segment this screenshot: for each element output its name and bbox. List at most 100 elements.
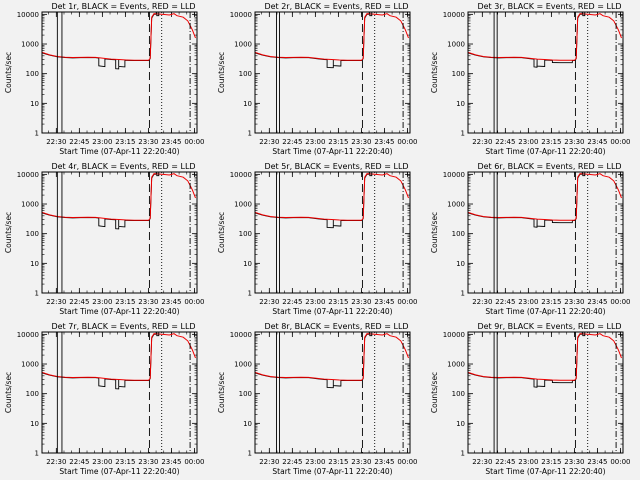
x-tick-label: 22:45 (69, 298, 89, 306)
marker-bar (156, 172, 160, 177)
x-tick-label: 23:00 (305, 298, 325, 306)
plot-frame (467, 11, 624, 134)
series-lld (42, 333, 196, 381)
panel-9: Det 9r, BLACK = Events, RED = LLD 1 10 100 1… (430, 322, 631, 476)
x-tick-label: 22:30 (46, 298, 66, 306)
y-axis-label: Counts/sec (217, 52, 226, 93)
x-tick-label: 22:45 (495, 458, 515, 466)
series-lld (42, 173, 196, 221)
plot-frame (41, 11, 198, 134)
y-tick-label: 10 (456, 260, 465, 268)
x-tick-label: 22:30 (46, 138, 66, 146)
x-axis-label: Start Time (07-Apr-11 22:20:40) (485, 307, 605, 316)
series-events (468, 173, 582, 228)
plot-frame (467, 331, 624, 454)
y-tick-label: 1000 (447, 41, 465, 49)
plot-area (468, 12, 622, 133)
x-tick-label: 23:30 (351, 138, 371, 146)
x-axis-label: Start Time (07-Apr-11 22:20:40) (59, 307, 179, 316)
x-tick-label: 00:00 (184, 298, 204, 306)
x-tick-label: 22:45 (495, 298, 515, 306)
y-tick-label: 10 (30, 420, 39, 428)
x-tick-label: 23:30 (138, 458, 158, 466)
marker-bar (369, 172, 373, 177)
x-tick-label: 23:30 (351, 298, 371, 306)
y-tick-label: 10000 (17, 331, 39, 339)
series-lld (255, 173, 409, 221)
x-tick-label: 23:30 (138, 138, 158, 146)
y-tick-label: 10000 (230, 11, 252, 19)
x-tick-label: 23:15 (115, 458, 135, 466)
plot-area (255, 332, 409, 453)
x-tick-label: 23:15 (541, 298, 561, 306)
y-tick-label: 1000 (447, 361, 465, 369)
series-lld (255, 333, 409, 381)
series-lld (255, 13, 409, 61)
x-tick-label: 23:45 (374, 138, 394, 146)
y-axis-label: Counts/sec (217, 372, 226, 413)
series-events (255, 13, 369, 69)
x-tick-label: 23:15 (541, 458, 561, 466)
y-tick-label: 10000 (443, 171, 465, 179)
marker-bar (582, 12, 586, 17)
y-tick-label: 1 (35, 130, 39, 138)
x-tick-label: 23:15 (328, 138, 348, 146)
x-tick-label: 23:00 (92, 298, 112, 306)
x-axis-label: Start Time (07-Apr-11 22:20:40) (272, 147, 392, 156)
y-tick-label: 1 (461, 130, 465, 138)
x-tick-label: 23:00 (305, 138, 325, 146)
y-tick-label: 10 (243, 100, 252, 108)
series-lld (42, 13, 196, 61)
plot-area (255, 12, 409, 133)
y-axis-label: Counts/sec (4, 52, 13, 93)
x-tick-label: 23:00 (518, 458, 538, 466)
y-tick-label: 10 (456, 420, 465, 428)
x-tick-label: 23:15 (328, 458, 348, 466)
y-tick-label: 100 (452, 390, 465, 398)
panel-8: Det 8r, BLACK = Events, RED = LLD 1 10 100 1… (217, 322, 418, 476)
x-tick-label: 22:45 (282, 458, 302, 466)
y-tick-label: 1 (35, 450, 39, 458)
x-tick-label: 23:30 (564, 138, 584, 146)
plot-area (468, 172, 622, 293)
y-tick-label: 100 (239, 70, 252, 78)
plot-frame (254, 331, 411, 454)
x-tick-label: 22:30 (259, 458, 279, 466)
panel-title: Det 8r, BLACK = Events, RED = LLD (264, 322, 408, 331)
x-tick-label: 23:45 (374, 458, 394, 466)
y-tick-label: 10000 (230, 331, 252, 339)
y-tick-label: 10000 (17, 171, 39, 179)
panel-4: Det 4r, BLACK = Events, RED = LLD 1 10 100 1… (4, 162, 205, 316)
y-tick-label: 10000 (443, 11, 465, 19)
marker-bar (582, 172, 586, 177)
panel-title: Det 1r, BLACK = Events, RED = LLD (51, 2, 195, 11)
panel-title: Det 6r, BLACK = Events, RED = LLD (477, 162, 621, 171)
x-tick-label: 23:30 (351, 458, 371, 466)
y-axis-label: Counts/sec (430, 52, 439, 93)
marker-bar (156, 332, 160, 337)
series-lld (468, 333, 622, 381)
x-tick-label: 23:45 (587, 298, 607, 306)
plot-area (468, 332, 622, 453)
x-axis-label: Start Time (07-Apr-11 22:20:40) (272, 307, 392, 316)
y-tick-label: 100 (26, 390, 39, 398)
x-tick-label: 23:45 (374, 298, 394, 306)
x-tick-label: 22:30 (259, 298, 279, 306)
y-axis-label: Counts/sec (4, 372, 13, 413)
x-tick-label: 00:00 (184, 138, 204, 146)
y-tick-label: 1000 (234, 361, 252, 369)
plot-area (255, 172, 409, 293)
y-tick-label: 1000 (21, 201, 39, 209)
panel-title: Det 3r, BLACK = Events, RED = LLD (477, 2, 621, 11)
x-tick-label: 23:15 (541, 138, 561, 146)
x-tick-label: 23:00 (518, 298, 538, 306)
x-tick-label: 22:30 (46, 458, 66, 466)
y-tick-label: 100 (452, 70, 465, 78)
y-tick-label: 100 (26, 70, 39, 78)
plot-area (42, 172, 196, 293)
x-tick-label: 23:30 (564, 298, 584, 306)
panel-title: Det 2r, BLACK = Events, RED = LLD (264, 2, 408, 11)
y-tick-label: 10000 (17, 11, 39, 19)
x-tick-label: 22:45 (495, 138, 515, 146)
y-axis-label: Counts/sec (4, 212, 13, 253)
